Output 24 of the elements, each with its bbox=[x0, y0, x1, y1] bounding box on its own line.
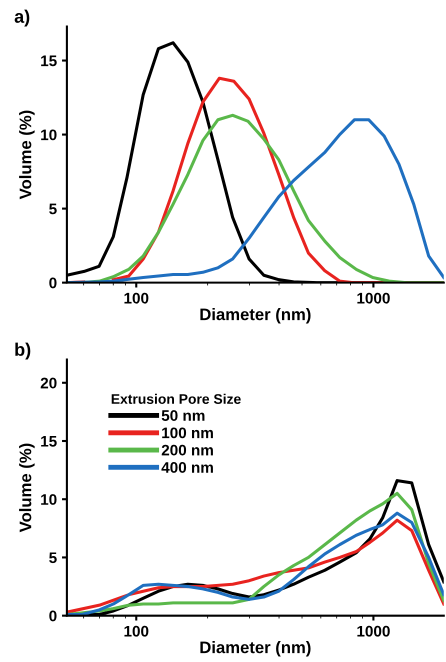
legend-label: 100 nm bbox=[162, 427, 213, 438]
x-axis-title: Diameter (nm) bbox=[200, 641, 311, 657]
chart-title: a) bbox=[14, 10, 30, 26]
y-tick-label: 5 bbox=[49, 552, 57, 564]
x-axis-title: Diameter (nm) bbox=[200, 308, 311, 324]
x-tick-label: 1000 bbox=[357, 292, 390, 304]
chart-title: b) bbox=[15, 342, 30, 360]
y-tick-label: 20 bbox=[40, 378, 57, 388]
y-tick-label: 15 bbox=[41, 56, 57, 66]
y-tick-label: 15 bbox=[41, 436, 57, 447]
y-tick-label: 0 bbox=[49, 610, 57, 622]
legend-label: 200 nm bbox=[162, 444, 213, 456]
y-tick-label: 10 bbox=[41, 129, 57, 140]
legend-title: Extrusion Pore Size bbox=[112, 394, 241, 404]
legend-label: 400 nm bbox=[161, 462, 213, 473]
x-tick-label: 1000 bbox=[357, 626, 390, 637]
y-axis-title: Volume (%) bbox=[19, 110, 35, 200]
y-axis-title: Volume (%) bbox=[19, 444, 35, 532]
y-tick-label: 5 bbox=[49, 204, 57, 214]
y-tick-label: 10 bbox=[41, 494, 57, 505]
legend-label: 50 nm bbox=[162, 410, 204, 421]
y-tick-label: 0 bbox=[49, 278, 57, 288]
x-tick-label: 100 bbox=[124, 626, 148, 637]
x-tick-label: 100 bbox=[124, 292, 148, 304]
